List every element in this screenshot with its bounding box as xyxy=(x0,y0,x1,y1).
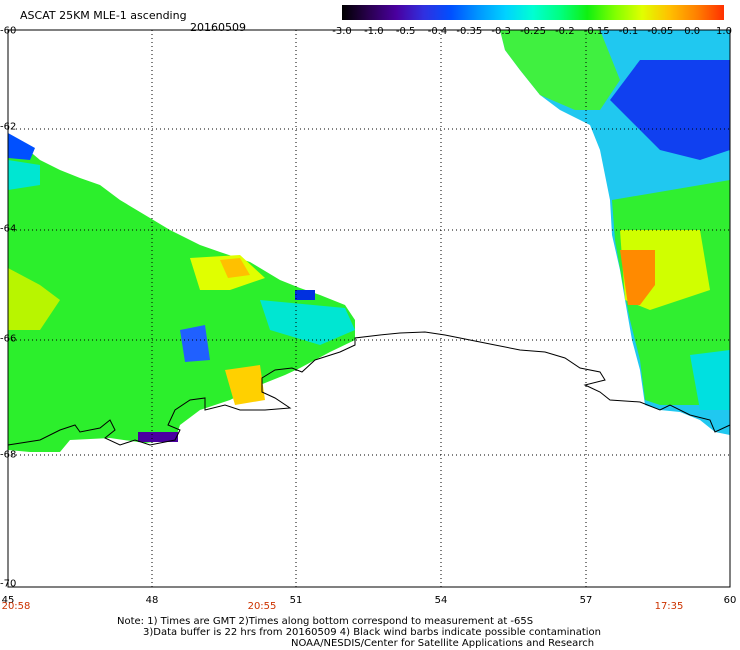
right-swath-orange-patch xyxy=(620,250,655,305)
colorbar-tick-label: -0.2 xyxy=(555,26,575,37)
wind-data-swaths xyxy=(8,30,730,452)
lat-label: -68 xyxy=(0,449,17,461)
left-swath-cyan-patch xyxy=(8,160,40,190)
colorbar-tick-label: 1.0 xyxy=(716,26,732,37)
colorbar-tick-label: 0.0 xyxy=(684,26,701,37)
map-frame xyxy=(7,29,731,588)
right-swath-cyan-lower xyxy=(690,350,730,410)
note-line-1: Note: 1) Times are GMT 2)Times along bot… xyxy=(117,616,534,627)
left-swath-purple-patch xyxy=(138,432,178,442)
note-line-3: NOAA/NESDIS/Center for Satellite Applica… xyxy=(291,638,595,649)
lat-label: -64 xyxy=(0,223,17,235)
right-swath-green-patch xyxy=(500,30,620,110)
graticule xyxy=(8,30,730,587)
lon-label: 57 xyxy=(579,595,593,606)
lat-label: -70 xyxy=(0,578,17,590)
left-swath-blue-patch xyxy=(8,133,35,160)
colorbar-tick-label: -0.15 xyxy=(583,26,610,37)
left-swath xyxy=(8,133,355,452)
colorbar-tick-label: -0.35 xyxy=(456,26,483,37)
left-swath-cyan-patch-2 xyxy=(260,300,355,345)
left-swath-blue-edge xyxy=(295,290,315,300)
lon-label: 54 xyxy=(434,595,448,606)
lon-label: 51 xyxy=(289,595,303,606)
chart-date: 20160509 xyxy=(190,21,246,34)
colorbar-tick-label: -0.5 xyxy=(395,26,416,37)
colorbar-tick-label: -3.0 xyxy=(332,26,352,37)
colorbar-gradient xyxy=(342,5,724,20)
antarctic-coastline xyxy=(7,331,731,446)
colorbar-tick-label: -0.3 xyxy=(491,26,511,37)
left-swath-blue-patch-2 xyxy=(180,325,210,362)
colorbar-tick-label: -0.4 xyxy=(427,26,448,37)
right-swath-blue-patch xyxy=(610,60,730,160)
time-label: 20:58 xyxy=(1,601,31,612)
lon-label: 48 xyxy=(145,595,159,606)
left-swath-yellow-patch xyxy=(8,268,60,330)
colorbar-tick-label: -0.1 xyxy=(618,26,639,37)
time-label: 17:35 xyxy=(654,601,684,612)
time-label: 20:55 xyxy=(247,601,277,612)
left-swath-orange-patch xyxy=(220,258,250,278)
note-line-2: 3)Data buffer is 22 hrs from 20160509 4)… xyxy=(143,627,601,638)
lat-label: -62 xyxy=(0,121,17,133)
colorbar-tick-label: -0.25 xyxy=(520,26,546,37)
lat-label: -60 xyxy=(0,25,17,37)
chart-title: ASCAT 25KM MLE-1 ascending xyxy=(20,9,187,22)
left-swath-yellow-patch-3 xyxy=(225,365,265,405)
colorbar-tick-label: -1.0 xyxy=(364,26,384,37)
lon-label: 60 xyxy=(723,595,737,606)
lat-label: -66 xyxy=(0,333,17,345)
lon-label: 45 xyxy=(1,595,15,606)
colorbar-tick-label: -0.05 xyxy=(647,26,674,37)
colorbar xyxy=(342,5,724,20)
